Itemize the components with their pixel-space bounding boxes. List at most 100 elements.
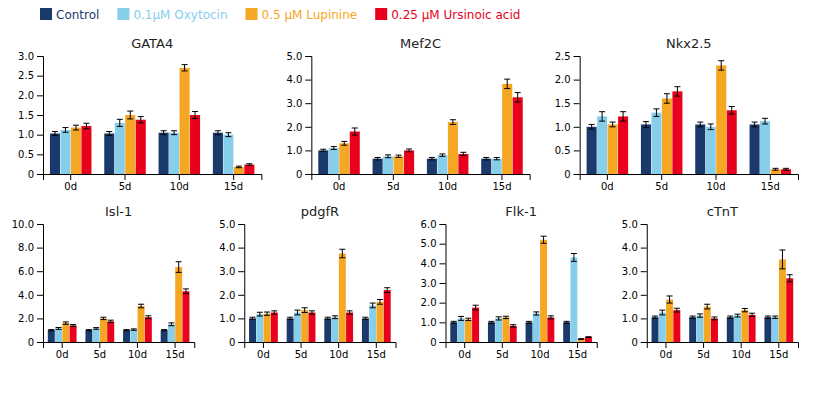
error-bar	[406, 149, 412, 152]
x-tick: 10d	[732, 342, 751, 360]
bar	[93, 328, 100, 342]
y-tick-label: 5.0	[622, 219, 638, 230]
error-cap	[752, 122, 758, 123]
y-tick-label: 0	[564, 169, 570, 180]
error-cap	[63, 324, 69, 325]
plot-area	[48, 262, 190, 342]
x-axis: 0d5d10d15d	[446, 342, 597, 360]
y-axis-line	[238, 225, 245, 343]
x-tick: 0d	[333, 174, 346, 192]
error-bar	[697, 122, 703, 127]
y-tick: 1.0	[219, 313, 244, 324]
x-tick-mark	[376, 342, 377, 348]
error-cap	[161, 330, 167, 331]
error-cap	[704, 304, 710, 305]
error-bar	[127, 111, 133, 119]
bar	[706, 127, 716, 174]
bar	[376, 302, 383, 342]
error-bar	[510, 325, 516, 327]
x-tick-label: 5d	[295, 349, 308, 360]
error-cap	[504, 88, 510, 89]
error-bar	[106, 132, 112, 136]
error-bar	[674, 308, 680, 312]
x-tick-mark	[70, 174, 71, 180]
error-stem	[666, 94, 667, 103]
error-stem	[297, 310, 298, 315]
legend-label: 0.5 μM Lupinine	[262, 8, 358, 22]
error-bar	[331, 147, 337, 150]
error-cap	[73, 125, 79, 126]
error-bar	[236, 166, 242, 168]
error-cap	[548, 315, 554, 316]
legend-item: 0.1μM Oxytocin	[117, 8, 227, 22]
bar	[502, 84, 512, 174]
y-tick-label: 4.0	[18, 290, 34, 301]
error-bar	[362, 317, 368, 319]
error-stem	[623, 112, 624, 121]
error-cap	[772, 318, 778, 319]
y-tick-mark	[574, 80, 580, 81]
plot-area	[587, 61, 791, 174]
bar	[394, 156, 404, 174]
error-cap	[620, 121, 626, 122]
error-cap	[131, 328, 137, 329]
y-tick-mark	[238, 224, 244, 225]
y-tick: 2.5	[555, 51, 580, 62]
error-cap	[375, 159, 381, 160]
error-bar	[176, 262, 182, 273]
error-bar	[783, 168, 789, 170]
error-cap	[742, 308, 748, 309]
error-cap	[727, 316, 733, 317]
y-tick-mark	[641, 342, 647, 343]
y-axis: 01.02.03.04.05.0	[219, 219, 244, 348]
x-tick-mark	[607, 174, 608, 180]
series	[71, 65, 244, 174]
error-cap	[145, 318, 151, 319]
y-tick-label: 2.0	[555, 74, 571, 85]
bar	[350, 132, 360, 174]
bar	[597, 116, 607, 174]
bar	[481, 159, 491, 174]
x-tick-mark	[665, 342, 666, 348]
bar	[750, 124, 760, 174]
y-tick: 3.0	[421, 278, 446, 289]
bar	[70, 325, 77, 342]
error-cap	[585, 336, 591, 337]
y-tick: 2.0	[421, 297, 446, 308]
error-cap	[697, 317, 703, 318]
x-axis-line	[245, 343, 396, 349]
x-tick-label: 15d	[492, 181, 511, 192]
error-cap	[494, 157, 500, 158]
error-cap	[711, 316, 717, 317]
y-tick-mark	[574, 103, 580, 104]
error-bar	[63, 322, 69, 324]
y-tick-label: 2.0	[219, 290, 235, 301]
x-tick-label: 15d	[166, 349, 185, 360]
error-bar	[52, 132, 58, 136]
error-cap	[494, 159, 500, 160]
error-stem	[163, 131, 164, 135]
x-axis-line	[446, 343, 597, 349]
y-tick: 0.5	[18, 149, 43, 160]
error-cap	[225, 136, 231, 137]
bar	[384, 290, 391, 342]
error-cap	[331, 149, 337, 150]
error-bar	[332, 316, 338, 319]
y-tick: 2.0	[622, 290, 647, 301]
error-bar	[451, 321, 457, 323]
error-bar	[309, 311, 315, 314]
error-cap	[773, 170, 779, 171]
error-cap	[138, 307, 144, 308]
y-tick: 0	[28, 169, 43, 180]
x-tick: 5d	[119, 174, 132, 192]
error-bar	[749, 313, 755, 316]
error-stem	[475, 305, 476, 310]
y-tick-mark	[37, 154, 43, 155]
error-cap	[599, 121, 605, 122]
error-cap	[183, 293, 189, 294]
error-bar	[504, 79, 510, 88]
error-bar	[429, 157, 435, 159]
error-bar	[690, 316, 696, 318]
y-tick: 0	[28, 337, 43, 348]
error-stem	[612, 122, 613, 127]
